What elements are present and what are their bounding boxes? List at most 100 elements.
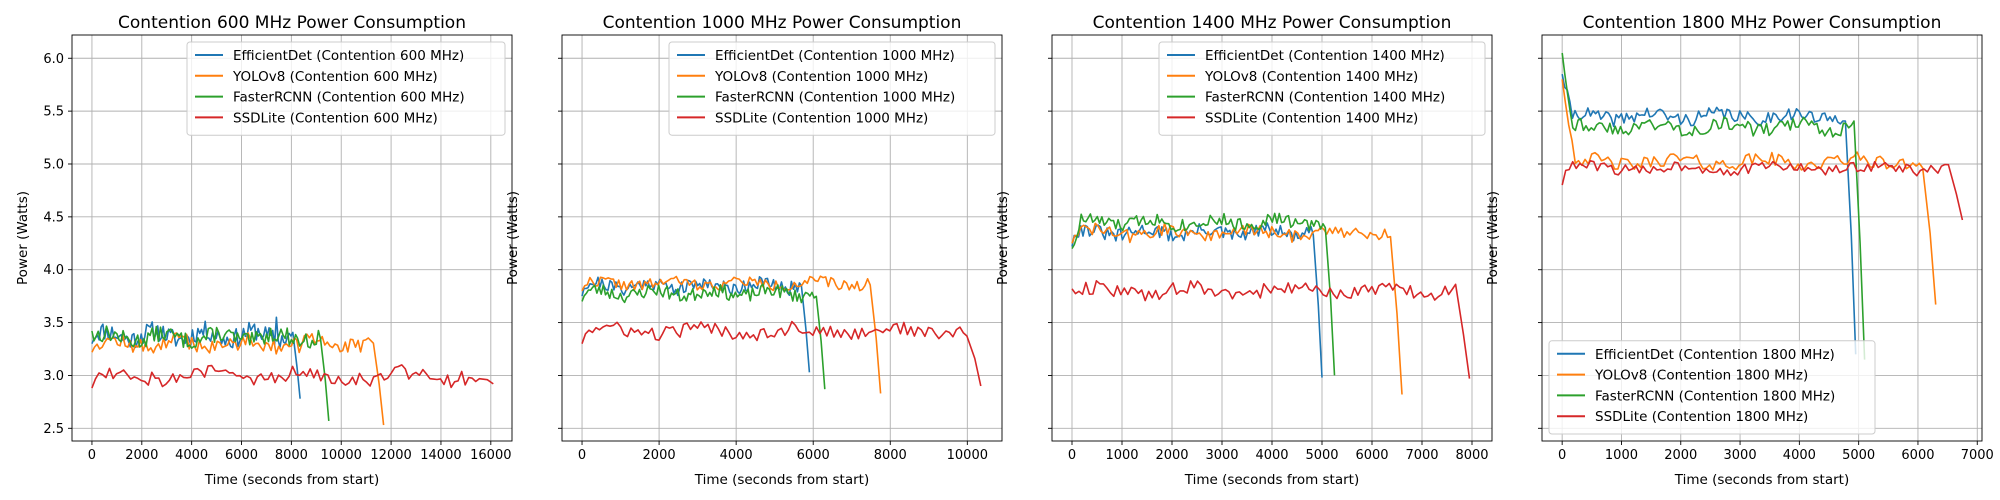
x-tick-label: 8000 [874,448,907,463]
x-axis-label: Time (seconds from start) [1184,472,1360,488]
series-line [581,320,982,387]
legend: EfficientDet (Contention 1000 MHz) YOLOv8… [668,41,996,136]
x-tick-label: 4000 [1255,448,1288,463]
x-tick-label: 1000 [1105,448,1138,463]
legend-entry: SSDLite (Contention 1800 MHz) [1595,409,1808,425]
legend-entry: FasterRCNN (Contention 1000 MHz) [715,90,955,106]
chart-title: Contention 1800 MHz Power Consumption [1583,13,1942,33]
x-tick-label: 2000 [1664,448,1697,463]
panel-contention-1800: Contention 1800 MHz Power Consumption Ti… [1485,13,1994,488]
series-line [1071,212,1336,376]
y-tick-label: 3.0 [43,369,64,384]
panel-contention-1000: Contention 1000 MHz Power Consumption Ti… [505,13,1003,488]
legend-box [668,41,996,136]
x-tick-label: 4000 [1783,448,1816,463]
legend: EfficientDet (Contention 1800 MHz) YOLOv8… [1548,340,1876,435]
legend-entry: SSDLite (Contention 600 MHz) [233,110,438,126]
y-tick-label: 5.5 [43,105,64,120]
chart-title: Contention 1000 MHz Power Consumption [603,13,962,33]
legend-entry: YOLOv8 (Contention 1800 MHz) [1594,368,1808,384]
grid [1542,35,1982,441]
chart-title: Contention 600 MHz Power Consumption [118,13,466,33]
x-tick-label: 6000 [1355,448,1388,463]
legend-entry: SSDLite (Contention 1000 MHz) [715,110,928,126]
x-tick-label: 12000 [370,448,411,463]
x-tick-label: 2000 [1155,448,1188,463]
legend: EfficientDet (Contention 1400 MHz) YOLOv8… [1158,41,1486,136]
x-tick-label: 6000 [797,448,830,463]
legend-entry: EfficientDet (Contention 1800 MHz) [1595,347,1835,363]
x-tick-label: 6000 [225,448,258,463]
x-tick-label: 8000 [275,448,308,463]
x-axis-label: Time (seconds from start) [204,472,380,488]
series-line [91,364,494,389]
series-line [1561,160,1964,221]
x-tick-label: 14000 [420,448,461,463]
series-line [1561,73,1857,355]
legend: EfficientDet (Contention 600 MHz) YOLOv8 … [186,41,506,136]
y-axis-label: Power (Watts) [505,191,521,285]
legend-entry: FasterRCNN (Contention 600 MHz) [233,90,465,106]
legend-entry: YOLOv8 (Contention 1400 MHz) [1204,69,1418,85]
plot-frame [561,34,1003,442]
legend-entry: YOLOv8 (Contention 600 MHz) [232,69,438,85]
y-tick-label: 2.5 [43,422,64,437]
x-tick-label: 0 [88,448,96,463]
series-line [1071,222,1323,378]
x-tick-label: 16000 [470,448,511,463]
legend-box [186,41,506,136]
y-tick-label: 5.0 [43,157,64,172]
series-line [1071,222,1403,395]
legend-entry: YOLOv8 (Contention 1000 MHz) [714,69,928,85]
x-tick-label: 4000 [720,448,753,463]
series-line [91,325,330,421]
y-tick-label: 4.0 [43,263,64,278]
x-tick-label: 1000 [1605,448,1638,463]
legend-entry: FasterRCNN (Contention 1400 MHz) [1205,90,1445,106]
x-axis-label: Time (seconds from start) [694,472,870,488]
legend-entry: EfficientDet (Contention 1400 MHz) [1205,48,1445,64]
series-line [1561,52,1866,360]
series-line [91,316,301,399]
x-tick-label: 2000 [125,448,158,463]
panel-contention-1400: Contention 1400 MHz Power Consumption Ti… [995,13,1493,488]
x-tick-label: 10000 [947,448,988,463]
chart-title: Contention 1400 MHz Power Consumption [1093,13,1452,33]
y-axis-label: Power (Watts) [15,191,31,285]
plot-frame [1051,34,1493,442]
panel-contention-600: Contention 600 MHz Power Consumption Tim… [15,13,513,488]
x-tick-label: 5000 [1842,448,1875,463]
series-line [581,283,826,390]
x-tick-label: 7000 [1961,448,1994,463]
series-line [581,276,811,373]
x-tick-label: 4000 [175,448,208,463]
x-tick-label: 10000 [321,448,362,463]
x-tick-label: 8000 [1455,448,1488,463]
x-tick-label: 6000 [1901,448,1934,463]
plot-frame [71,34,513,442]
x-axis-label: Time (seconds from start) [1674,472,1850,488]
y-axis-label: Power (Watts) [1485,191,1501,285]
y-axis-label: Power (Watts) [995,191,1011,285]
y-tick-label: 3.5 [43,316,64,331]
series-line [581,275,882,394]
x-tick-label: 0 [578,448,586,463]
x-tick-label: 3000 [1724,448,1757,463]
x-tick-label: 0 [1068,448,1076,463]
series-line [1561,79,1937,305]
legend-entry: EfficientDet (Contention 600 MHz) [233,48,464,64]
legend-entry: SSDLite (Contention 1400 MHz) [1205,110,1418,126]
legend-box [1158,41,1486,136]
y-tick-label: 4.5 [43,210,64,225]
legend-box [1548,340,1876,435]
series-line [1071,280,1471,379]
plot-frame [1541,34,1983,442]
legend-entry: EfficientDet (Contention 1000 MHz) [715,48,955,64]
x-tick-label: 5000 [1305,448,1338,463]
x-tick-label: 3000 [1205,448,1238,463]
x-tick-label: 2000 [643,448,676,463]
x-tick-label: 0 [1558,448,1566,463]
x-tick-label: 7000 [1405,448,1438,463]
legend-entry: FasterRCNN (Contention 1800 MHz) [1595,388,1835,404]
